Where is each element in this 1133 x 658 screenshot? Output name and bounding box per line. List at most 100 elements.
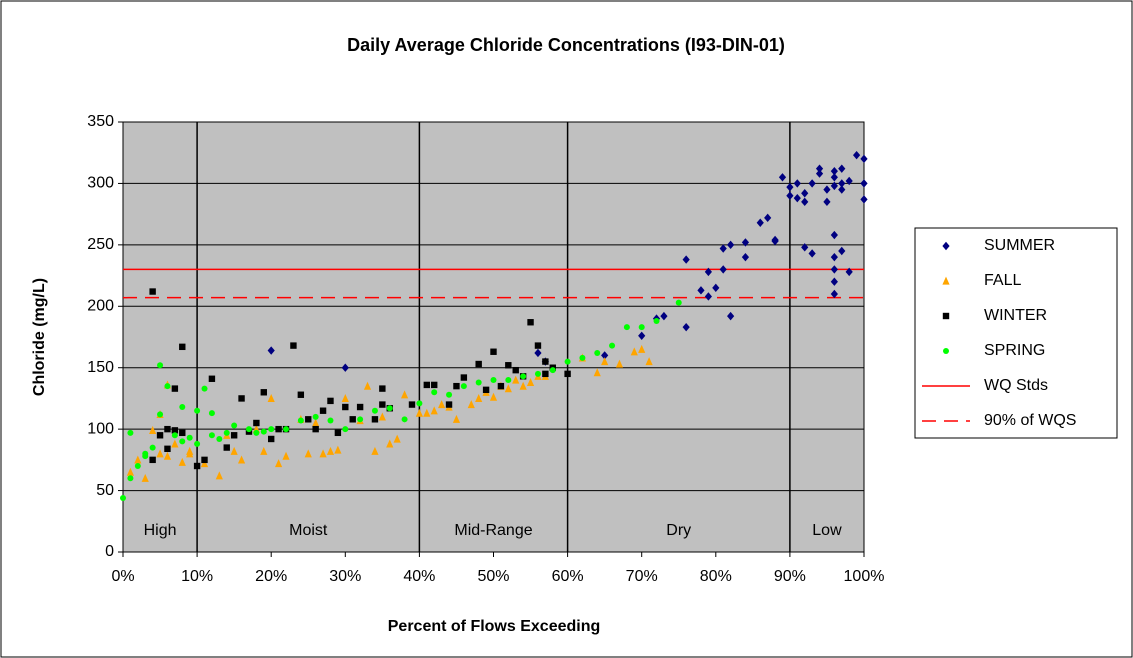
point bbox=[660, 311, 668, 321]
point bbox=[194, 440, 201, 447]
point bbox=[126, 467, 135, 476]
point bbox=[304, 449, 312, 458]
point bbox=[438, 400, 446, 409]
point bbox=[452, 414, 461, 423]
point bbox=[594, 349, 601, 356]
point bbox=[193, 462, 201, 470]
x-tick-label: 50% bbox=[477, 568, 509, 585]
point bbox=[186, 434, 193, 441]
point bbox=[526, 378, 535, 387]
point bbox=[623, 324, 630, 331]
point bbox=[727, 311, 735, 321]
point bbox=[756, 218, 764, 227]
point bbox=[475, 360, 482, 368]
point bbox=[201, 456, 208, 464]
point bbox=[238, 395, 245, 402]
point bbox=[564, 370, 571, 378]
point bbox=[312, 413, 319, 420]
point bbox=[704, 267, 712, 277]
x-tick-label: 30% bbox=[329, 568, 361, 585]
point bbox=[297, 391, 305, 398]
point bbox=[764, 213, 772, 223]
point bbox=[653, 318, 660, 325]
point bbox=[860, 154, 868, 164]
point bbox=[312, 425, 319, 433]
legend-marker bbox=[942, 241, 950, 251]
point bbox=[164, 383, 171, 390]
legend-marker bbox=[943, 348, 949, 354]
point bbox=[178, 457, 186, 466]
point bbox=[393, 434, 401, 443]
point bbox=[386, 439, 394, 448]
x-tick-label: 20% bbox=[255, 568, 287, 585]
point bbox=[371, 407, 378, 414]
point bbox=[200, 459, 209, 468]
point bbox=[860, 179, 868, 188]
y-tick-label: 100 bbox=[87, 420, 114, 437]
point bbox=[830, 289, 838, 299]
point bbox=[697, 286, 705, 295]
point bbox=[423, 408, 431, 417]
point bbox=[838, 164, 846, 173]
point bbox=[312, 418, 320, 427]
legend-label: FALL bbox=[984, 272, 1021, 289]
point bbox=[778, 173, 787, 182]
point bbox=[519, 381, 527, 390]
point bbox=[268, 435, 275, 443]
legend-label: SUMMER bbox=[984, 237, 1055, 254]
point bbox=[527, 319, 534, 326]
point bbox=[171, 427, 179, 434]
x-tick-label: 100% bbox=[844, 568, 885, 585]
y-tick-label: 350 bbox=[87, 113, 114, 130]
point bbox=[371, 446, 379, 455]
point bbox=[127, 475, 134, 482]
point bbox=[615, 359, 624, 368]
point bbox=[341, 394, 349, 403]
point bbox=[223, 429, 230, 436]
point bbox=[171, 385, 179, 392]
point bbox=[593, 368, 601, 377]
point bbox=[719, 265, 727, 274]
point bbox=[157, 411, 164, 418]
y-tick-label: 250 bbox=[87, 236, 114, 253]
x-tick-label: 10% bbox=[181, 568, 213, 585]
y-tick-label: 50 bbox=[96, 482, 114, 499]
point bbox=[379, 385, 386, 392]
point bbox=[815, 164, 824, 173]
y-axis-title: Chloride (mg/L) bbox=[31, 278, 48, 396]
point bbox=[267, 346, 275, 355]
point bbox=[267, 394, 275, 403]
point bbox=[379, 401, 386, 408]
point bbox=[386, 405, 393, 412]
point bbox=[460, 383, 467, 390]
point bbox=[260, 446, 268, 455]
point bbox=[808, 179, 816, 188]
point bbox=[830, 230, 838, 240]
point bbox=[675, 299, 682, 306]
point bbox=[253, 419, 260, 427]
point bbox=[534, 370, 541, 377]
x-tick-label: 70% bbox=[626, 568, 658, 585]
point bbox=[201, 385, 208, 392]
point bbox=[334, 429, 342, 437]
chart-title: Daily Average Chloride Concentrations (I… bbox=[347, 35, 785, 55]
point bbox=[712, 283, 720, 293]
point bbox=[371, 416, 379, 423]
point bbox=[237, 455, 246, 464]
point bbox=[282, 451, 290, 460]
legend-marker bbox=[942, 312, 950, 320]
y-tick-label: 0 bbox=[105, 543, 114, 560]
legend-label: SPRING bbox=[984, 342, 1045, 359]
point bbox=[446, 391, 453, 398]
point bbox=[453, 382, 460, 390]
point bbox=[793, 193, 801, 203]
zone-label: High bbox=[144, 522, 177, 539]
point bbox=[741, 238, 750, 247]
point bbox=[149, 444, 156, 451]
point bbox=[164, 425, 171, 433]
point bbox=[357, 416, 364, 423]
point bbox=[838, 246, 846, 256]
point bbox=[327, 397, 334, 405]
point bbox=[149, 456, 156, 464]
point bbox=[704, 292, 712, 301]
